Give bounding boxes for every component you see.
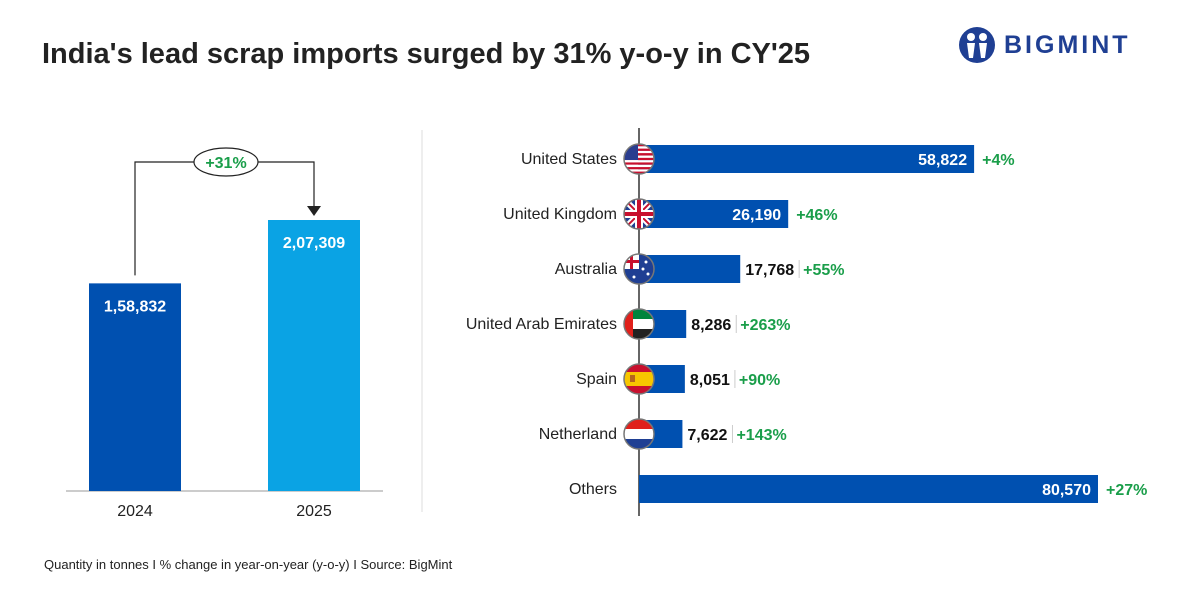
category-label: Australia [555, 261, 617, 278]
uae-flag-icon [623, 308, 655, 340]
spain-flag-icon [623, 363, 655, 395]
category-label: Netherland [539, 426, 617, 443]
value-label: 2,07,309 [283, 235, 345, 252]
change-label: +46% [796, 207, 837, 224]
bar-Australia [639, 255, 741, 283]
change-label: +27% [1106, 482, 1147, 499]
bar-row: United Arab Emirates 8,286 +263% [466, 308, 791, 340]
netherlands-flag-icon [623, 418, 655, 450]
bar-United States [639, 145, 975, 173]
bar-row: Others 80,570 +27% [569, 475, 1147, 503]
logo-icon [959, 27, 995, 63]
logo-text: BIGMINT [1004, 30, 1131, 59]
arrow-head [307, 206, 321, 216]
us-flag-icon [623, 143, 655, 175]
footer-note: Quantity in tonnes I % change in year-on… [44, 557, 453, 572]
bar-United Kingdom [639, 200, 789, 228]
change-label: +55% [803, 262, 844, 279]
category-label: United Kingdom [503, 206, 617, 223]
change-label: +143% [736, 427, 786, 444]
change-label: +90% [739, 372, 780, 389]
bar-2025 [268, 220, 360, 491]
bar-row: Spain 8,051 +90% [576, 363, 780, 395]
change-badge [193, 147, 259, 177]
change-label: +4% [982, 152, 1014, 169]
category-label: United States [521, 151, 617, 168]
x-tick-label: 2025 [296, 503, 332, 520]
bar-row: Netherland 7,622 +143% [539, 418, 787, 450]
bar-row: United Kingdom 26,190 +46% [503, 198, 838, 230]
value-label: 8,051 [690, 372, 730, 389]
category-label: Others [569, 481, 617, 498]
value-label: 58,822 [918, 152, 967, 169]
value-label: 7,622 [687, 427, 727, 444]
value-label: 26,190 [732, 207, 781, 224]
page-title: India's lead scrap imports surged by 31%… [42, 38, 811, 70]
australia-flag-icon [623, 253, 655, 285]
change-label: +263% [740, 317, 790, 334]
bar-2024 [89, 283, 181, 491]
change-label: +31% [205, 155, 246, 172]
x-tick-label: 2024 [117, 503, 153, 520]
bar-row: United States 58,822 +4% [521, 143, 1015, 175]
value-label: 1,58,832 [104, 298, 166, 315]
uk-flag-icon [623, 198, 655, 230]
category-label: Spain [576, 371, 617, 388]
bar-row: Australia 17,768 +55% [555, 253, 845, 285]
bar-Others [639, 475, 1098, 503]
value-label: 17,768 [745, 262, 794, 279]
bigmint-logo: BIGMINT [958, 26, 1131, 64]
value-label: 80,570 [1042, 482, 1091, 499]
value-label: 8,286 [691, 317, 731, 334]
category-label: United Arab Emirates [466, 316, 617, 333]
